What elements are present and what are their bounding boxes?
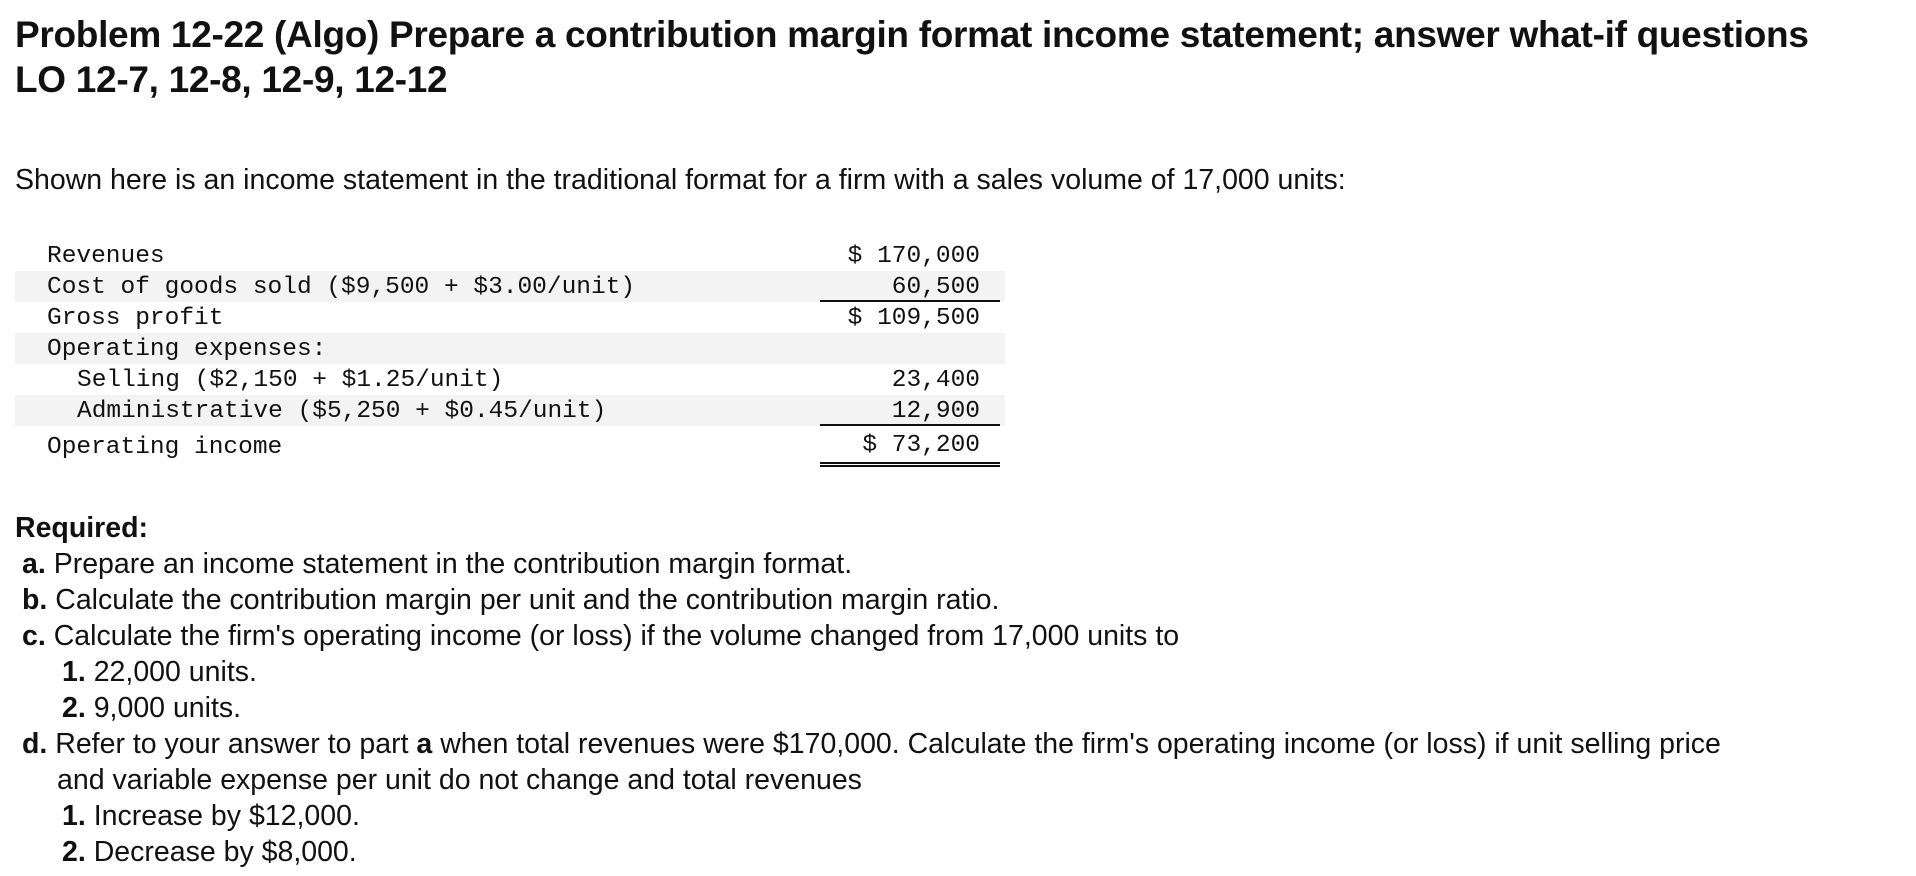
item-text-part-ref: a: [416, 728, 433, 760]
statement-row-gross-profit: Gross profit $ 109,500: [15, 302, 1005, 333]
item-text: Increase by $12,000.: [93, 800, 360, 832]
required-item-c-1: 1. 22,000 units.: [15, 654, 1721, 690]
required-item-b: b. Calculate the contribution margin per…: [15, 582, 1721, 618]
item-marker: 2.: [62, 692, 86, 724]
statement-row-operating-income: Operating income $ 73,200: [15, 426, 1005, 467]
item-marker: 2.: [62, 836, 86, 868]
item-text: Prepare an income statement in the contr…: [53, 548, 853, 580]
row-amount: $ 109,500: [847, 305, 980, 332]
row-label: Cost of goods sold ($9,500 + $3.00/unit): [47, 274, 636, 301]
item-text: 9,000 units.: [93, 692, 242, 724]
item-marker: d.: [22, 728, 48, 760]
statement-row-selling: Selling ($2,150 + $1.25/unit) 23,400: [15, 364, 1005, 395]
required-item-d-2: 2. Decrease by $8,000.: [15, 834, 1721, 870]
item-marker: b.: [22, 584, 48, 616]
row-label: Operating income: [47, 434, 283, 461]
row-label: Revenues: [47, 243, 165, 270]
row-label: Gross profit: [47, 305, 224, 332]
statement-row-operating-expenses: Operating expenses:: [15, 333, 1005, 364]
row-label: Administrative ($5,250 + $0.45/unit): [77, 398, 607, 425]
item-text-pre: Refer to your answer to part: [55, 728, 409, 760]
row-amount: 60,500: [891, 274, 980, 301]
required-item-d: d. Refer to your answer to part a when t…: [15, 726, 1721, 762]
statement-row-revenues: Revenues $ 170,000: [15, 240, 1005, 271]
problem-title: Problem 12-22 (Algo) Prepare a contribut…: [15, 12, 1905, 102]
item-text: Calculate the firm's operating income (o…: [53, 620, 1180, 652]
item-text: Calculate the contribution margin per un…: [55, 584, 1000, 616]
row-amount: 23,400: [891, 367, 980, 394]
statement-row-cogs: Cost of goods sold ($9,500 + $3.00/unit)…: [15, 271, 1005, 302]
row-label: Selling ($2,150 + $1.25/unit): [77, 367, 504, 394]
required-item-c: c. Calculate the firm's operating income…: [15, 618, 1721, 654]
row-label: Operating expenses:: [47, 336, 327, 363]
required-section: Required: a. Prepare an income statement…: [15, 510, 1721, 870]
required-item-c-2: 2. 9,000 units.: [15, 690, 1721, 726]
row-amount: 12,900: [891, 398, 980, 425]
item-text-post: when total revenues were $170,000. Calcu…: [440, 728, 1721, 760]
item-marker: 1.: [62, 656, 86, 688]
item-text: Decrease by $8,000.: [93, 836, 357, 868]
row-amount: $ 73,200: [862, 432, 980, 459]
problem-title-line1: Problem 12-22 (Algo) Prepare a contribut…: [15, 14, 1809, 55]
required-item-d-continuation: and variable expense per unit do not cha…: [57, 764, 862, 796]
intro-text: Shown here is an income statement in the…: [15, 164, 1346, 196]
item-text: 22,000 units.: [93, 656, 257, 688]
statement-row-administrative: Administrative ($5,250 + $0.45/unit) 12,…: [15, 395, 1005, 426]
row-amount: $ 170,000: [847, 243, 980, 270]
item-marker: 1.: [62, 800, 86, 832]
income-statement-table: Revenues $ 170,000 Cost of goods sold ($…: [15, 240, 1005, 467]
required-item-d-1: 1. Increase by $12,000.: [15, 798, 1721, 834]
item-marker: c.: [22, 620, 46, 652]
required-item-a: a. Prepare an income statement in the co…: [15, 546, 1721, 582]
item-marker: a.: [22, 548, 46, 580]
required-heading: Required:: [15, 512, 149, 544]
problem-title-line2: LO 12-7, 12-8, 12-9, 12-12: [15, 59, 448, 100]
